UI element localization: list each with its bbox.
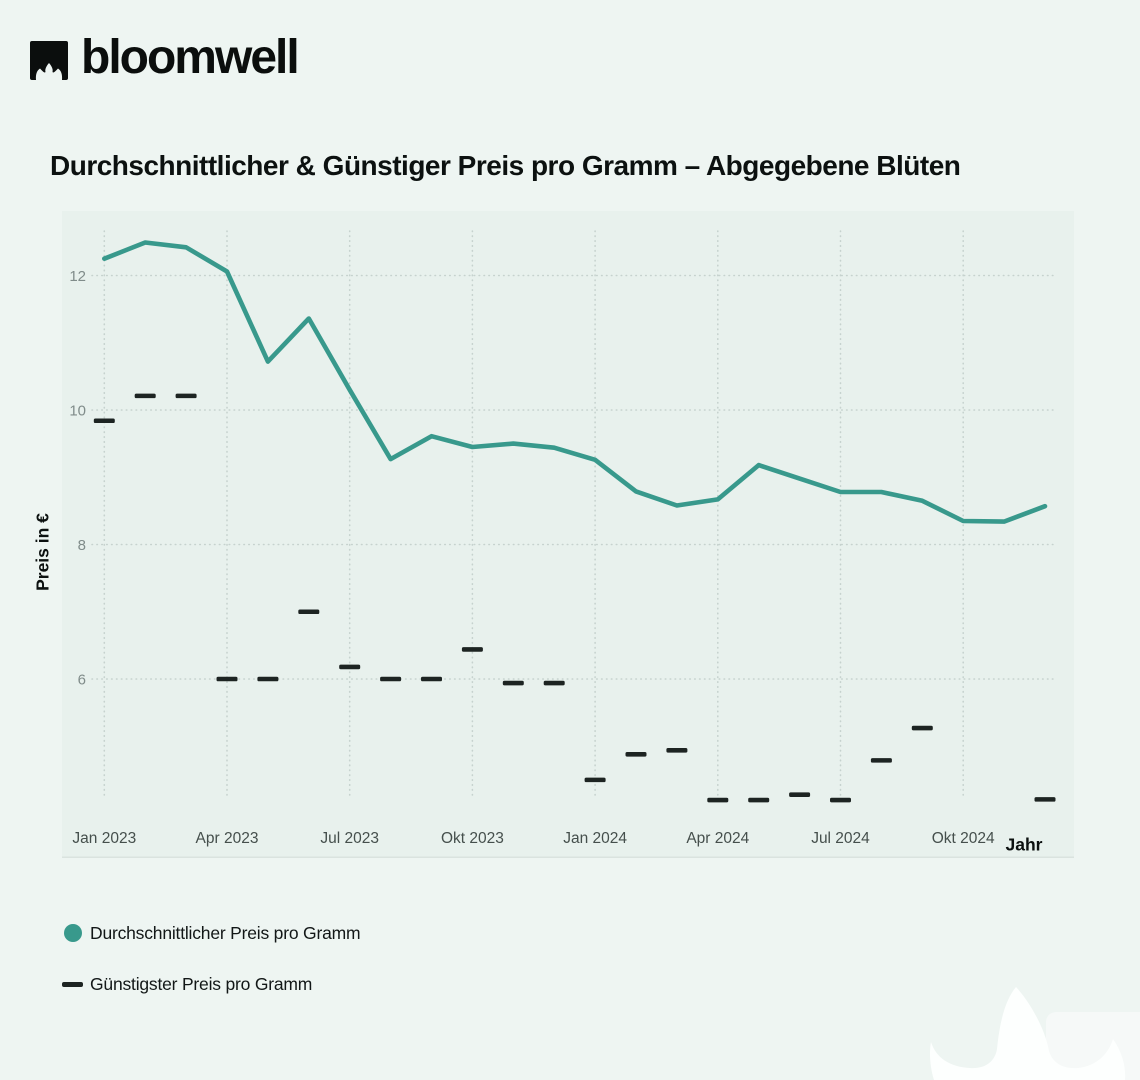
cheapest-price-dash: [339, 664, 361, 670]
x-tick-label: Apr 2024: [686, 830, 749, 847]
lotus-flower-icon: [930, 987, 1126, 1080]
cheapest-price-dash: [134, 393, 156, 399]
brand-logo: bloomwell: [30, 31, 300, 86]
legend-label-average: Durchschnittlicher Preis pro Gramm: [90, 922, 361, 943]
cheapest-price-dash: [461, 647, 483, 652]
x-tick-label: Jul 2023: [320, 830, 379, 847]
legend-label-cheapest: Günstigster Preis pro Gramm: [90, 973, 313, 994]
cheapest-price-dash: [707, 797, 729, 803]
x-tick-label: Jan 2023: [72, 830, 136, 847]
cheapest-price-dash: [830, 797, 851, 803]
legend-item-cheapest: Günstigster Preis pro Gramm: [62, 973, 360, 994]
x-tick-label: Okt 2024: [932, 830, 995, 847]
price-chart: 6 8 10 12 Jan 2023 Apr 2023 Jul 2023 Okt 2023 Ja…: [62, 211, 1074, 858]
x-tick-label: Okt 2023: [441, 830, 504, 847]
legend-swatch-cell: [62, 924, 90, 942]
plot-area: 6 8 10 12 Jan 2023 Apr 2023 Jul 2023 Okt 2023 Ja…: [62, 211, 1074, 858]
y-axis-title: Preis in €: [32, 513, 53, 591]
y-tick-label: 8: [78, 537, 86, 554]
y-tick-label: 10: [69, 403, 86, 420]
y-tick-label: 12: [69, 268, 86, 285]
cheapest-price-dash: [257, 676, 279, 682]
legend-item-average: Durchschnittlicher Preis pro Gramm: [62, 922, 361, 943]
x-tick-label: Apr 2023: [196, 830, 259, 847]
plot-background: [62, 211, 1074, 858]
legend: Durchschnittlicher Preis pro Gramm Günst…: [62, 922, 361, 1026]
cheapest-price-dash: [911, 725, 933, 731]
cheapest-price-dash: [584, 777, 606, 783]
average-price-swatch-icon: [64, 924, 82, 942]
cheapest-price-dash: [216, 676, 238, 682]
cheapest-price-dash: [789, 792, 811, 797]
y-tick-label: 6: [78, 672, 86, 689]
cheapest-price-dash: [625, 752, 647, 757]
brand-wordmark: bloomwell: [81, 31, 300, 84]
x-tick-label: Jan 2024: [563, 830, 627, 847]
cheapest-price-dash: [870, 758, 892, 763]
bloomwell-logo-icon: [30, 40, 68, 80]
cheapest-price-dash: [175, 393, 197, 399]
x-tick-label: Jul 2024: [811, 830, 870, 847]
cheapest-price-dash: [543, 680, 565, 686]
cheapest-price-dash: [380, 676, 402, 682]
cheapest-price-swatch-icon: [62, 981, 83, 987]
cheapest-price-dash: [93, 418, 115, 424]
cheapest-price-dash: [748, 797, 770, 803]
average-price-line: [102, 240, 1048, 524]
x-axis-title: Jahr: [1005, 834, 1043, 855]
legend-swatch-cell: [62, 981, 90, 987]
chart-title: Durchschnittlicher & Günstiger Preis pro…: [50, 150, 961, 181]
cheapest-price-dash: [421, 676, 442, 682]
cheapest-price-dash: [1034, 797, 1056, 802]
cheapest-price-dash: [666, 747, 688, 753]
cheapest-price-dash: [502, 680, 524, 686]
cheapest-price-dash: [298, 609, 320, 615]
